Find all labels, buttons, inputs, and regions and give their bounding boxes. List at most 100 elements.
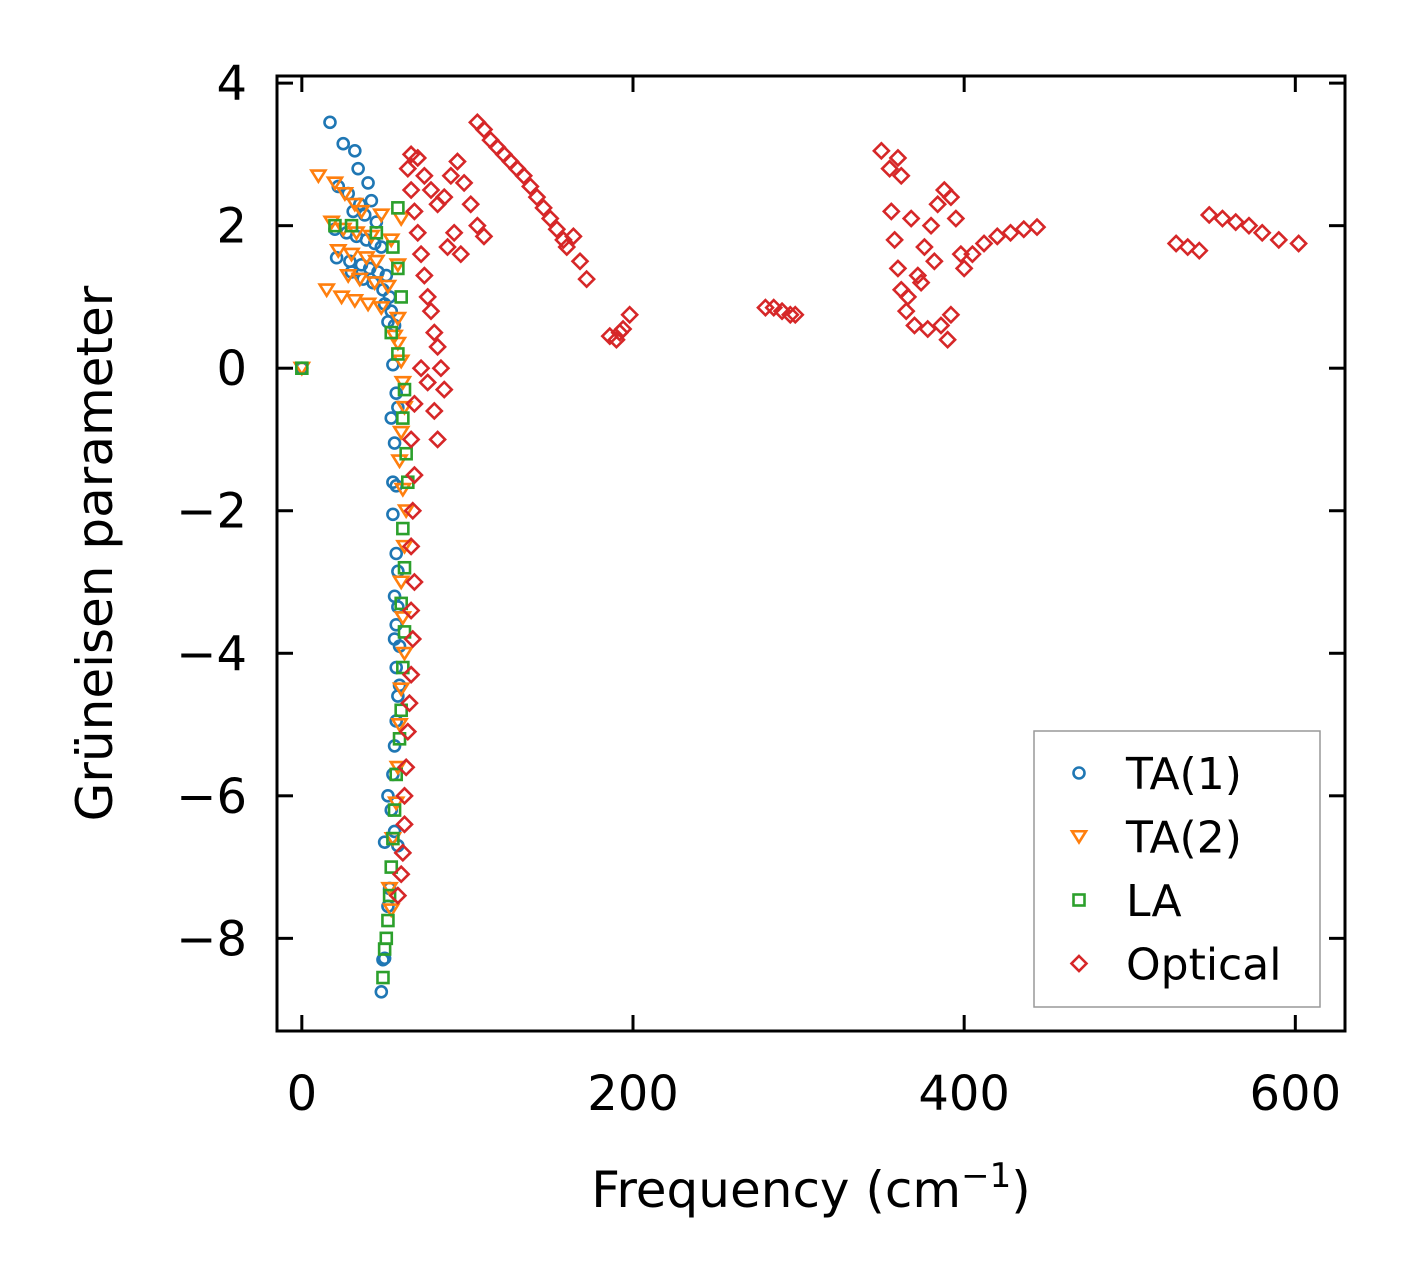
legend-marker	[1069, 829, 1089, 845]
data-point	[527, 187, 547, 207]
data-point	[335, 187, 355, 202]
data-point	[428, 430, 447, 449]
data-point	[1014, 219, 1034, 239]
data-point	[441, 166, 461, 186]
legend-marker	[1072, 766, 1086, 780]
x-axis-label-superscript: −1	[961, 1156, 1011, 1196]
data-point	[338, 269, 358, 284]
data-point	[415, 266, 434, 285]
data-point	[392, 731, 407, 746]
data-point	[434, 380, 454, 399]
data-point	[386, 240, 400, 254]
data-point	[915, 237, 934, 257]
data-point	[369, 225, 384, 240]
data-point	[421, 301, 441, 321]
data-point	[880, 159, 899, 178]
data-point	[332, 290, 351, 306]
data-point	[408, 148, 428, 168]
data-point	[403, 629, 423, 649]
y-tick-label: −2	[176, 484, 247, 540]
data-point	[954, 259, 974, 278]
data-point	[772, 301, 792, 321]
data-point	[386, 475, 400, 490]
data-point	[401, 430, 421, 449]
data-point	[401, 665, 421, 684]
data-point	[378, 279, 398, 295]
data-point	[323, 115, 337, 130]
data-point	[454, 173, 474, 193]
data-point	[379, 931, 394, 946]
data-point	[389, 767, 404, 782]
data-point	[438, 237, 457, 257]
y-tick-label: −8	[176, 911, 247, 967]
data-point	[309, 169, 328, 185]
data-point	[345, 197, 365, 213]
y-tick-label: 4	[216, 56, 247, 112]
data-point	[405, 572, 424, 592]
legend-marker	[1072, 893, 1086, 907]
data-point	[1178, 237, 1198, 257]
data-point	[421, 180, 441, 200]
data-point	[390, 717, 409, 733]
data-point	[391, 201, 405, 215]
data-point	[946, 209, 966, 228]
data-point	[941, 305, 961, 325]
data-point	[908, 266, 928, 285]
legend-label: LA	[1126, 876, 1182, 927]
data-point	[384, 411, 399, 425]
data-point	[397, 382, 412, 397]
data-point	[400, 693, 419, 713]
series-optical	[388, 112, 1308, 905]
data-point	[364, 193, 379, 208]
data-point	[570, 251, 590, 271]
data-point	[395, 786, 414, 806]
data-point	[1213, 209, 1232, 228]
y-tick-label: −4	[176, 626, 247, 682]
y-tick-label: 0	[216, 341, 247, 397]
data-point	[938, 330, 957, 350]
data-point	[351, 161, 365, 176]
data-point	[374, 985, 389, 999]
data-point	[577, 269, 596, 289]
data-point	[620, 305, 640, 325]
data-point	[322, 215, 341, 231]
data-point	[384, 325, 399, 340]
data-point	[974, 234, 994, 253]
data-point	[911, 273, 931, 293]
data-point	[391, 682, 411, 698]
data-point	[921, 216, 941, 236]
data-point	[547, 219, 567, 239]
data-point	[764, 298, 784, 317]
plot-frame	[275, 74, 1347, 1033]
series-la	[295, 201, 415, 985]
data-point	[386, 831, 400, 846]
data-point	[395, 814, 414, 834]
data-point	[1269, 230, 1289, 250]
data-point	[389, 617, 404, 632]
data-point	[418, 287, 438, 307]
plot-markers	[292, 112, 1308, 999]
data-point	[905, 316, 924, 335]
x-tick-label: 600	[1250, 1066, 1342, 1122]
data-point	[399, 446, 413, 461]
data-point	[398, 159, 418, 178]
data-point	[317, 283, 337, 299]
data-point	[397, 625, 412, 639]
data-point	[564, 227, 583, 246]
data-point	[424, 401, 444, 421]
data-point	[376, 970, 390, 985]
data-point	[394, 703, 408, 718]
data-point	[394, 290, 408, 304]
data-point	[931, 316, 951, 335]
data-point	[448, 152, 467, 171]
data-point	[387, 803, 402, 817]
data-point	[361, 176, 375, 190]
data-point	[367, 254, 386, 270]
data-point	[1239, 216, 1259, 236]
data-point	[444, 223, 464, 243]
data-point	[521, 177, 540, 196]
data-point	[391, 425, 411, 441]
data-point	[891, 166, 911, 186]
data-point	[405, 202, 424, 221]
data-point	[342, 247, 361, 263]
